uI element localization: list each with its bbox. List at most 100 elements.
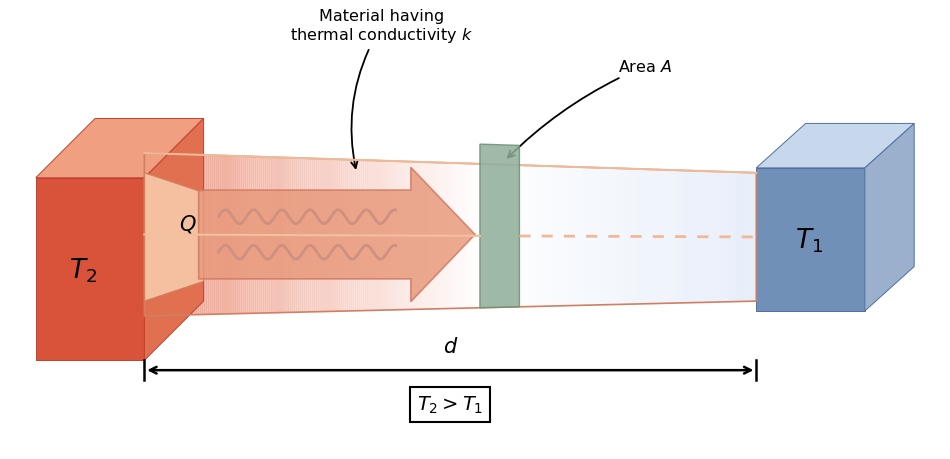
Polygon shape: [746, 173, 748, 302]
Polygon shape: [369, 161, 370, 311]
Polygon shape: [468, 164, 470, 308]
Polygon shape: [244, 157, 246, 314]
Polygon shape: [224, 156, 226, 314]
Polygon shape: [550, 167, 552, 307]
Polygon shape: [232, 157, 234, 314]
Polygon shape: [347, 160, 349, 311]
Polygon shape: [199, 168, 475, 302]
Polygon shape: [756, 168, 864, 311]
Polygon shape: [548, 167, 550, 307]
Polygon shape: [258, 157, 260, 313]
Polygon shape: [179, 155, 181, 315]
Polygon shape: [479, 164, 481, 308]
Polygon shape: [664, 170, 667, 304]
Polygon shape: [36, 179, 144, 360]
Polygon shape: [208, 156, 210, 315]
Polygon shape: [744, 173, 746, 302]
Polygon shape: [493, 165, 495, 308]
Polygon shape: [148, 154, 150, 316]
Polygon shape: [676, 171, 678, 303]
Polygon shape: [730, 173, 732, 302]
Polygon shape: [234, 157, 237, 314]
Polygon shape: [589, 168, 591, 306]
Polygon shape: [699, 172, 701, 303]
Polygon shape: [446, 163, 448, 309]
Polygon shape: [424, 162, 426, 309]
Polygon shape: [349, 160, 351, 311]
Polygon shape: [279, 158, 281, 313]
Polygon shape: [177, 155, 179, 315]
Polygon shape: [713, 172, 715, 302]
Polygon shape: [216, 156, 218, 314]
Polygon shape: [689, 171, 691, 303]
Polygon shape: [669, 171, 671, 303]
Polygon shape: [237, 157, 238, 314]
Polygon shape: [522, 166, 523, 307]
Polygon shape: [864, 124, 914, 311]
Polygon shape: [150, 154, 153, 316]
Polygon shape: [544, 167, 546, 307]
Polygon shape: [299, 159, 301, 313]
Polygon shape: [340, 160, 342, 312]
Polygon shape: [275, 158, 277, 313]
Polygon shape: [361, 161, 363, 311]
Polygon shape: [320, 159, 322, 312]
Polygon shape: [155, 154, 157, 316]
Polygon shape: [540, 167, 542, 307]
Polygon shape: [330, 160, 332, 312]
Polygon shape: [655, 170, 656, 304]
Polygon shape: [173, 155, 175, 315]
Polygon shape: [315, 159, 317, 312]
Polygon shape: [406, 162, 408, 310]
Polygon shape: [226, 157, 228, 314]
Polygon shape: [557, 167, 559, 306]
Polygon shape: [740, 173, 742, 302]
Polygon shape: [354, 161, 356, 311]
Polygon shape: [212, 156, 214, 314]
Polygon shape: [379, 161, 381, 311]
Polygon shape: [614, 169, 616, 305]
Polygon shape: [144, 119, 203, 360]
Polygon shape: [157, 154, 159, 316]
Polygon shape: [534, 166, 536, 307]
Polygon shape: [591, 168, 593, 305]
Polygon shape: [624, 169, 626, 305]
Polygon shape: [642, 170, 644, 304]
Polygon shape: [485, 165, 487, 308]
Polygon shape: [732, 173, 733, 302]
Text: $Q$: $Q$: [179, 212, 197, 234]
Polygon shape: [159, 154, 161, 316]
Polygon shape: [358, 161, 361, 311]
Polygon shape: [198, 156, 200, 315]
Polygon shape: [733, 173, 736, 302]
Polygon shape: [393, 162, 395, 310]
Polygon shape: [667, 170, 669, 303]
Polygon shape: [456, 164, 459, 308]
Polygon shape: [253, 157, 255, 313]
Polygon shape: [218, 156, 219, 314]
Polygon shape: [420, 162, 422, 309]
Polygon shape: [562, 167, 564, 306]
Polygon shape: [538, 166, 540, 307]
Polygon shape: [736, 173, 738, 302]
Polygon shape: [448, 163, 450, 309]
Polygon shape: [222, 156, 224, 314]
Polygon shape: [428, 163, 430, 309]
Polygon shape: [442, 163, 445, 309]
Polygon shape: [559, 167, 560, 306]
Polygon shape: [607, 168, 609, 305]
Polygon shape: [555, 167, 557, 306]
Polygon shape: [681, 171, 683, 303]
Polygon shape: [191, 155, 193, 315]
Text: $T_2 > T_1$: $T_2 > T_1$: [417, 394, 484, 415]
Polygon shape: [162, 154, 164, 316]
Polygon shape: [712, 172, 713, 302]
Polygon shape: [271, 158, 273, 313]
Polygon shape: [440, 163, 442, 309]
Polygon shape: [715, 172, 717, 302]
Polygon shape: [295, 158, 297, 313]
Polygon shape: [432, 163, 434, 309]
Polygon shape: [267, 157, 269, 313]
Polygon shape: [336, 160, 338, 312]
Polygon shape: [648, 170, 650, 304]
